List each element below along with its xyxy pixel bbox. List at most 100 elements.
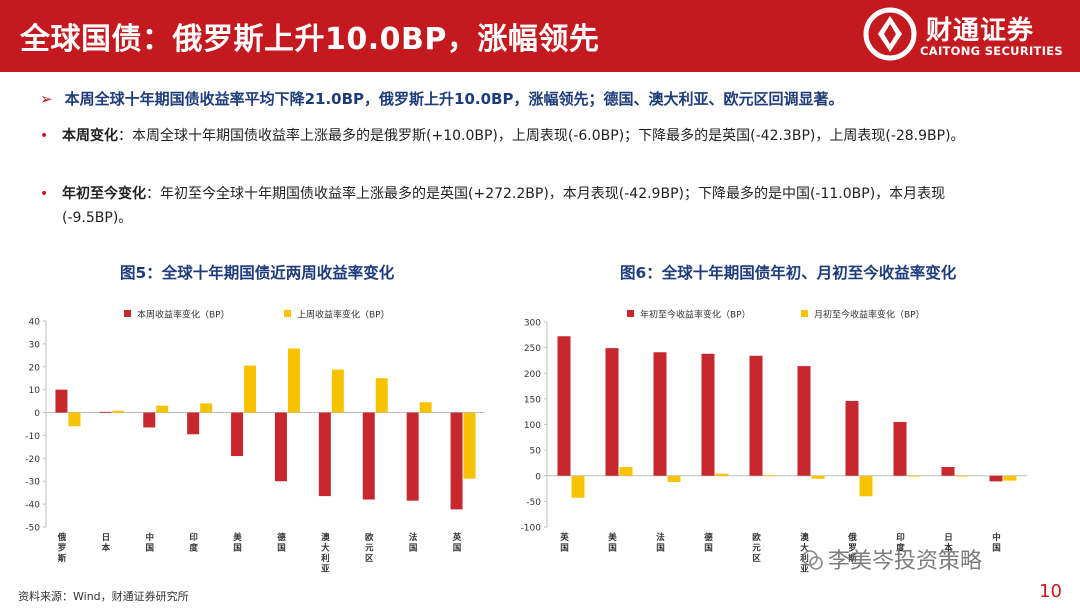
x-category-label: 德国 (277, 532, 286, 554)
legend-label-2: 月初至今收益率变化（BP） (814, 309, 925, 321)
logo-en-text: CAITONG SECURITIES (920, 44, 1064, 58)
x-category-label: 英国 (559, 532, 569, 554)
bar-s1-6 (797, 366, 811, 476)
bar-s1-1 (55, 389, 68, 413)
x-category-label: 澳大利亚 (799, 532, 809, 575)
y-tick-label: -30 (25, 478, 40, 488)
bullet-ytd-change: • 年初至今变化：年初至今全球十年期国债收益率上涨最多的是英国(+272.2BP… (40, 182, 1000, 230)
bar-s1-9 (941, 467, 955, 476)
bar-s1-2 (99, 411, 112, 413)
bar-s1-6 (274, 412, 287, 482)
y-tick-label: -10 (25, 432, 40, 442)
bar-s1-10 (450, 412, 463, 510)
x-category-label: 法国 (656, 532, 665, 554)
x-category-label: 澳大利亚 (320, 532, 330, 575)
summary-text: 本周全球十年期国债收益率平均下降21.0BP，俄罗斯上升10.0BP，涨幅领先；… (64, 90, 844, 108)
x-category-label: 俄罗斯 (57, 532, 67, 564)
bar-s1-3 (143, 412, 156, 428)
x-category-label: 美国 (608, 532, 617, 554)
bullet-dot-icon: • (40, 128, 49, 144)
bar-s2-4 (715, 473, 729, 476)
bar-s1-10 (989, 475, 1003, 482)
bar-s2-2 (112, 410, 125, 413)
x-category-label: 美国 (233, 532, 242, 554)
figure6-title: 图6：全球十年期国债年初、月初至今收益率变化 (620, 264, 957, 282)
x-category-label: 日本 (102, 533, 111, 554)
summary-line: ➢ 本周全球十年期国债收益率平均下降21.0BP，俄罗斯上升10.0BP，涨幅领先… (40, 88, 843, 109)
watermark: 李美岑投资策略 (800, 543, 982, 575)
y-tick-label: 20 (29, 363, 41, 373)
y-tick-label: -100 (521, 524, 542, 534)
bar-s2-2 (619, 467, 633, 476)
bar-s2-9 (419, 402, 432, 413)
x-category-label: 法国 (409, 532, 418, 554)
page-number: 10 (1039, 581, 1062, 602)
chart-ytd-mtd-yield-change: 年初至今收益率变化（BP） 月初至今收益率变化（BP） 300 250 200 150 10… (521, 309, 1027, 575)
bullet-dot-icon: • (40, 186, 49, 202)
y-tick-label: 250 (524, 344, 541, 354)
bar-s1-7 (845, 400, 859, 476)
y-tick-label: -40 (25, 501, 40, 511)
x-category-label: 日本 (944, 533, 953, 554)
source-note: 资料来源：Wind，财通证券研究所 (18, 590, 189, 603)
y-tick-label: 30 (29, 340, 41, 350)
y-tick-label: 300 (524, 319, 541, 329)
bar-s2-10 (463, 412, 476, 479)
x-category-label: 德国 (704, 532, 713, 554)
logo-mark-icon (863, 7, 917, 61)
legend-label-2: 上周收益率变化（BP） (297, 309, 390, 321)
y-tick-label: 40 (29, 318, 41, 328)
x-category-label: 英国 (452, 532, 462, 554)
x-category-label: 欧元区 (752, 532, 761, 564)
bullet-label: 年初至今变化 (62, 186, 146, 202)
x-category-label: 俄罗斯 (847, 532, 857, 564)
y-tick-label: 10 (29, 386, 41, 396)
bar-s2-10 (1003, 475, 1017, 481)
y-tick-label: -50 (526, 498, 541, 508)
legend-swatch-1 (627, 310, 634, 317)
bar-s2-9 (955, 475, 969, 477)
bar-s2-1 (68, 412, 81, 427)
header-bar: 全球国债：俄罗斯上升10.0BP，涨幅领先 财通证券 CAITONG SECUR… (0, 0, 1080, 72)
page-title: 全球国债：俄罗斯上升10.0BP，涨幅领先 (20, 22, 600, 57)
legend-swatch-2 (284, 310, 291, 317)
legend-label-1: 年初至今收益率变化（BP） (640, 309, 751, 321)
y-tick-label: 150 (524, 395, 541, 405)
bar-s2-7 (859, 475, 873, 497)
y-tick-label: 200 (524, 370, 541, 380)
wechat-icon (802, 550, 823, 570)
bullet-text: ：年初至今全球十年期国债收益率上涨最多的是英国(+272.2BP)，本月表现(-… (62, 186, 946, 226)
bar-s1-4 (187, 412, 200, 435)
bar-s2-8 (907, 475, 921, 477)
bar-s1-3 (653, 352, 667, 476)
x-category-label: 印度 (896, 532, 905, 554)
bullet-label: 本周变化 (62, 128, 118, 144)
bar-s1-2 (605, 348, 619, 476)
bar-s1-5 (749, 355, 763, 476)
x-category-label: 中国 (992, 532, 1001, 554)
legend-swatch-2 (801, 310, 808, 317)
y-tick-label: 50 (530, 447, 542, 457)
figure5-title: 图5：全球十年期国债近两周收益率变化 (120, 264, 395, 282)
bar-s1-8 (362, 412, 375, 500)
bar-s2-7 (331, 369, 344, 413)
bar-s1-1 (557, 336, 571, 476)
bar-s2-6 (287, 348, 300, 413)
y-tick-label: -50 (25, 524, 40, 534)
bar-s2-1 (571, 475, 585, 498)
bar-s2-3 (156, 405, 169, 413)
legend-swatch-1 (124, 310, 131, 317)
y-tick-label: 0 (535, 472, 541, 482)
y-tick-label: 0 (34, 409, 40, 419)
y-tick-label: -20 (25, 455, 40, 465)
bar-s2-4 (200, 403, 213, 413)
y-tick-label: 100 (524, 421, 541, 431)
company-logo: 财通证券 CAITONG SECURITIES (862, 6, 1064, 66)
bar-s1-5 (231, 412, 244, 457)
x-category-label: 中国 (145, 532, 154, 554)
bar-s2-6 (811, 475, 825, 479)
arrow-icon: ➢ (40, 90, 53, 108)
bar-s2-5 (763, 475, 777, 477)
x-category-label: 欧元区 (365, 532, 374, 564)
chart-two-week-yield-change: 本周收益率变化（BP） 上周收益率变化（BP） 40 30 20 10 0 -10 -20 -30… (25, 309, 485, 575)
